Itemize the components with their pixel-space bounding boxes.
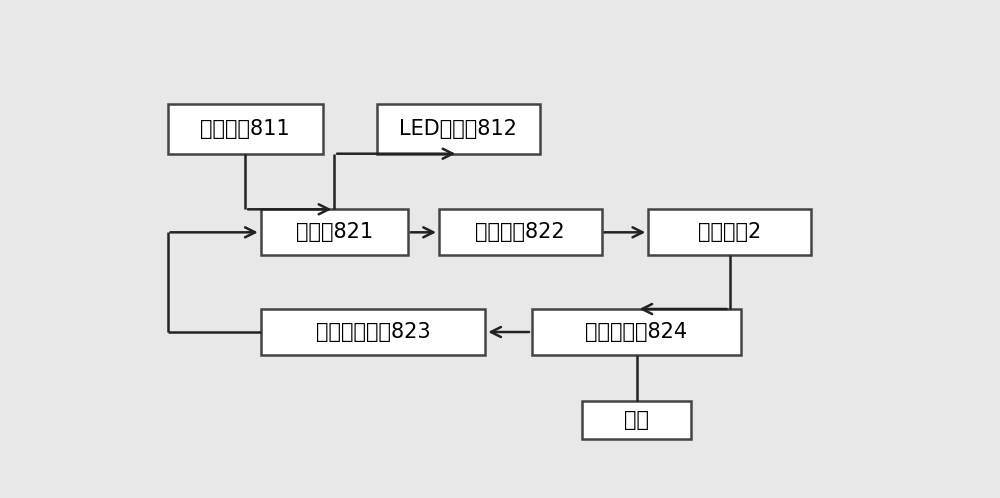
Bar <box>261 309 485 355</box>
Text: 流量传感器824: 流量传感器824 <box>585 322 688 342</box>
Text: 操作键盘811: 操作键盘811 <box>200 119 290 139</box>
Text: 步进电机2: 步进电机2 <box>698 222 761 243</box>
Text: 流量: 流量 <box>624 410 649 430</box>
Bar <box>261 209 408 255</box>
Bar <box>168 104 323 154</box>
Text: 数据采集模块823: 数据采集模块823 <box>316 322 430 342</box>
Text: LED显示屏812: LED显示屏812 <box>399 119 517 139</box>
Bar <box>439 209 602 255</box>
Bar <box>532 309 741 355</box>
Bar <box>377 104 540 154</box>
Text: 驱动模块822: 驱动模块822 <box>475 222 565 243</box>
Text: 单片机821: 单片机821 <box>296 222 373 243</box>
Bar <box>582 401 691 439</box>
Bar <box>648 209 811 255</box>
